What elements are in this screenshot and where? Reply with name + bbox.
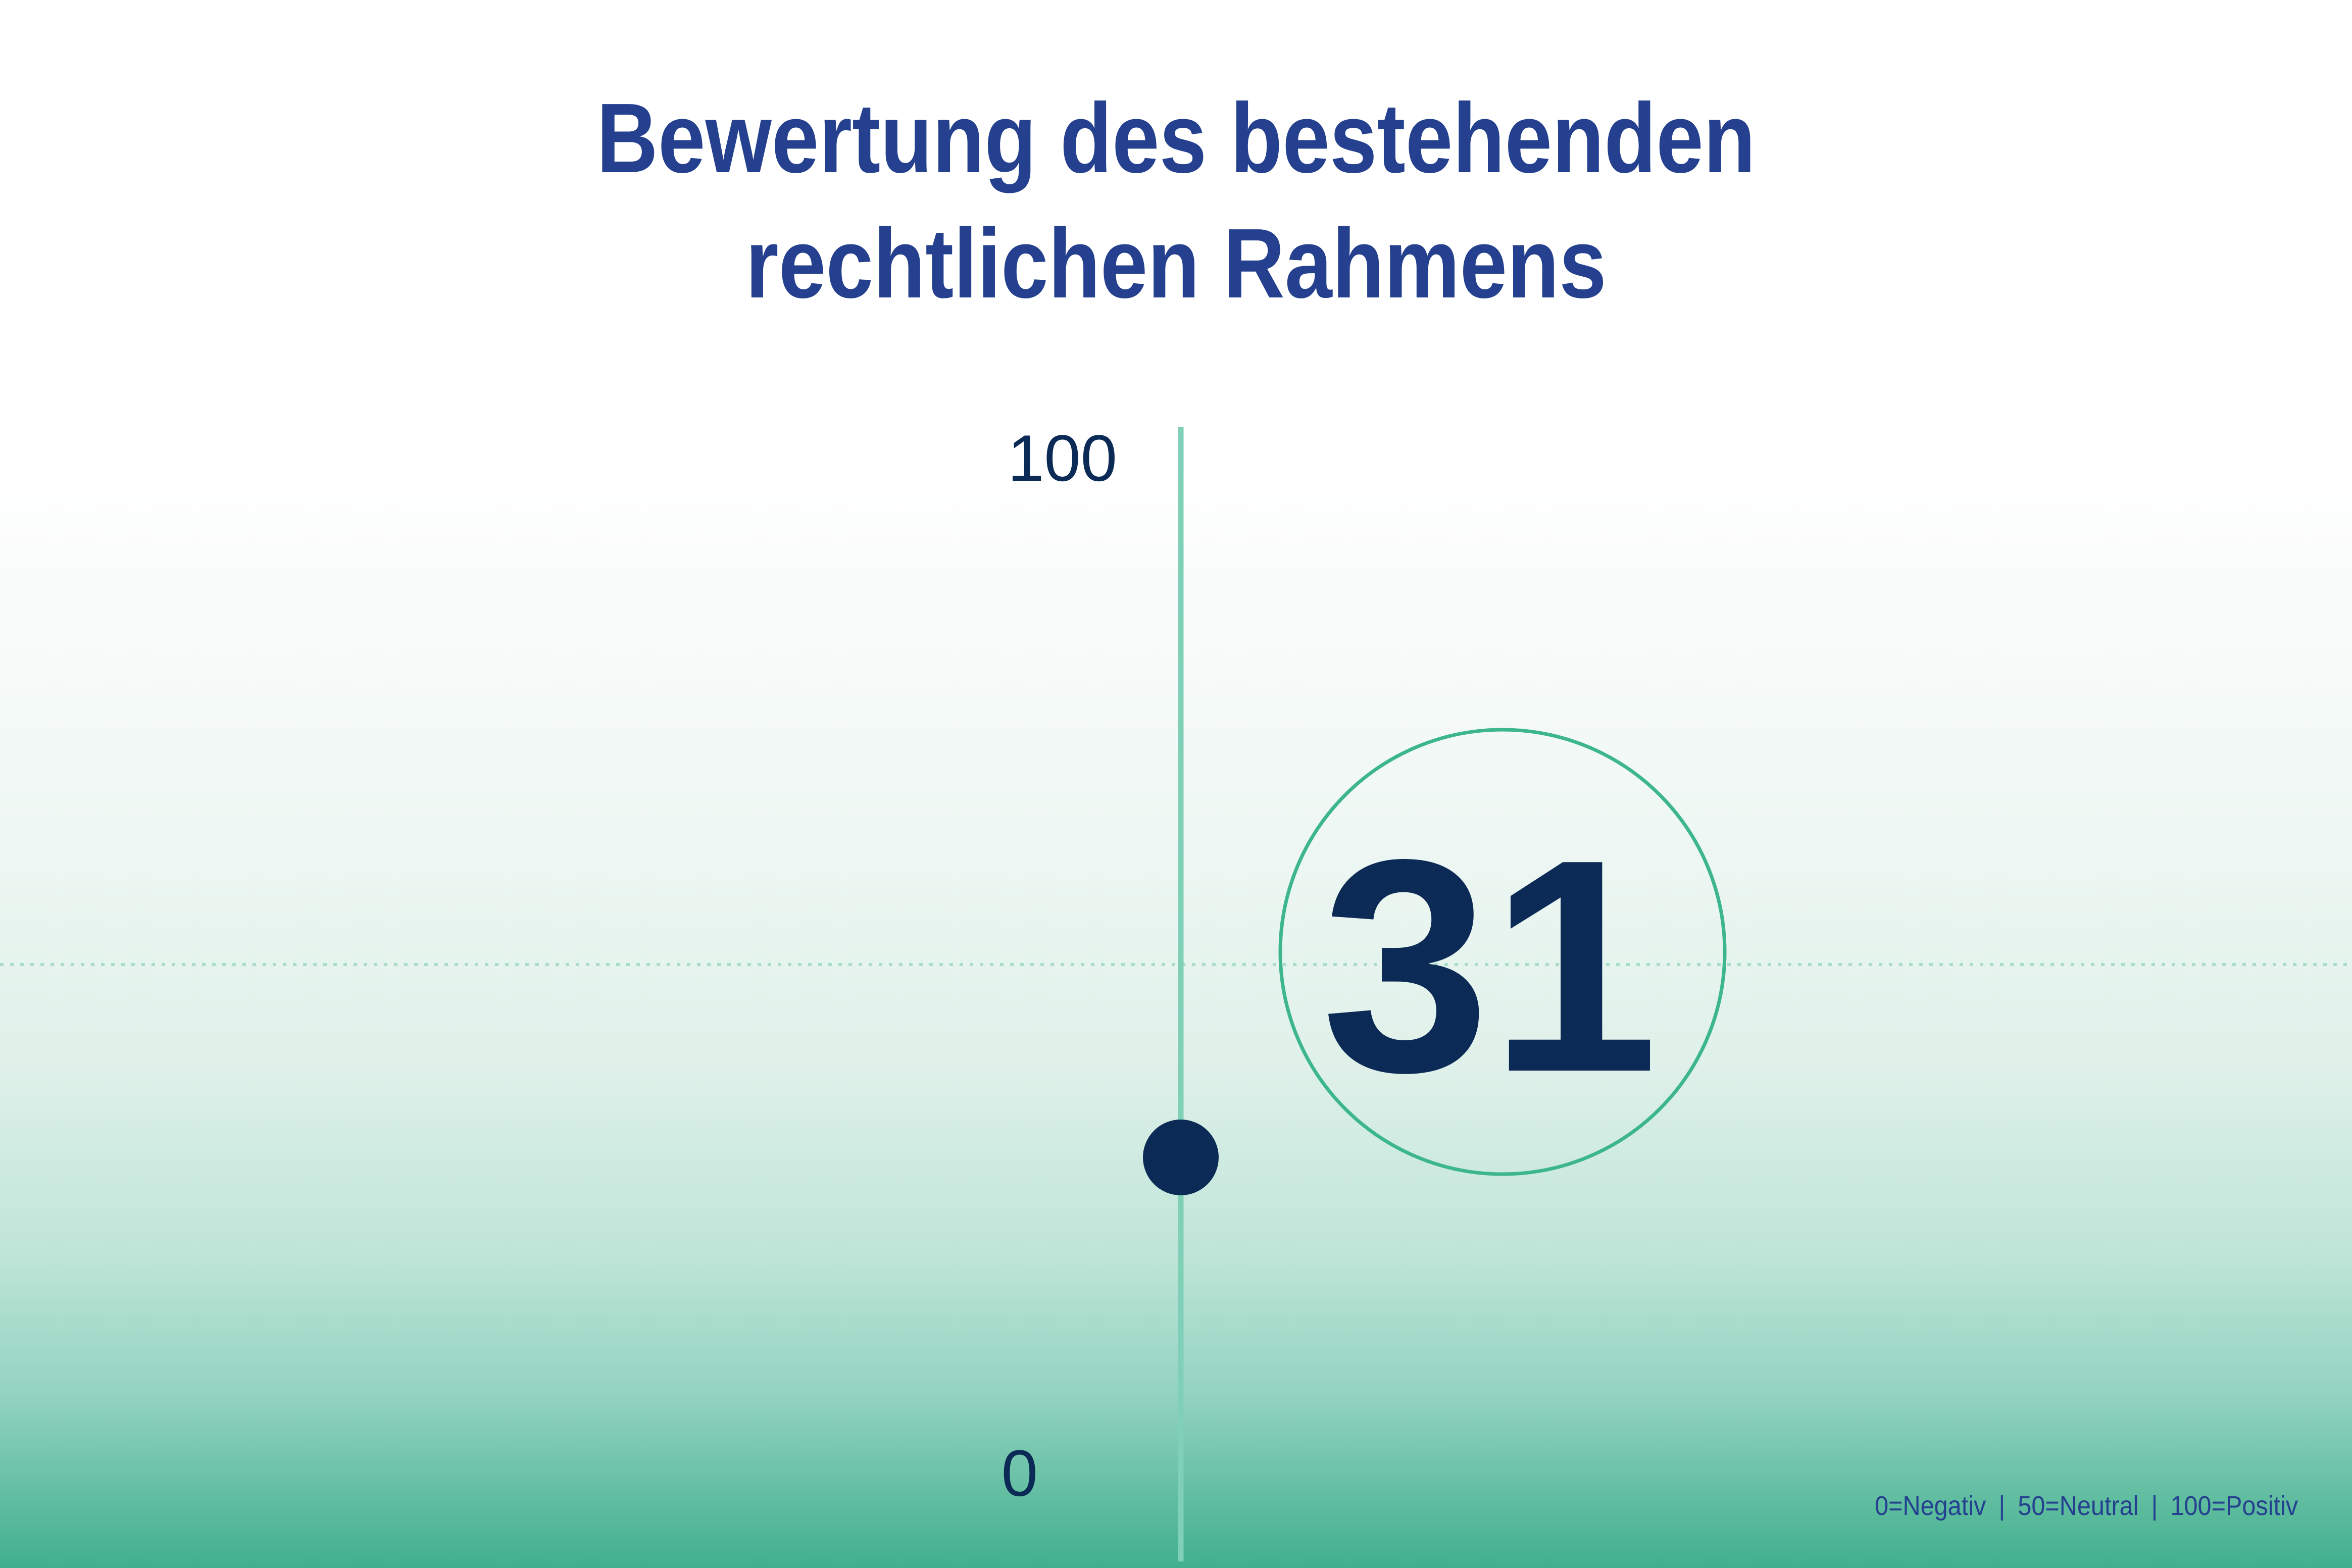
legend-separator: | [1998,1491,2006,1521]
y-tick-label-0: 0 [1002,1436,1038,1510]
chart-title-line-1: Bewertung des bestehenden [596,83,1756,193]
value-circle [1278,728,1727,1176]
chart-title: Bewertung des bestehenden rechtlichen Ra… [165,76,2187,326]
legend-negative: 0=Negativ [1875,1491,1986,1521]
scale-legend: 0=Negativ | 50=Neutral | 100=Positiv [1875,1490,2298,1522]
legend-neutral: 50=Neutral [2018,1491,2139,1521]
value-label: 31 [1321,797,1658,1135]
chart-title-line-2: rechtlichen Rahmens [745,208,1607,319]
y-tick-label-100: 100 [1008,421,1117,495]
value-marker [1143,1119,1219,1195]
legend-separator: | [2151,1491,2158,1521]
legend-positive: 100=Positiv [2170,1491,2298,1521]
